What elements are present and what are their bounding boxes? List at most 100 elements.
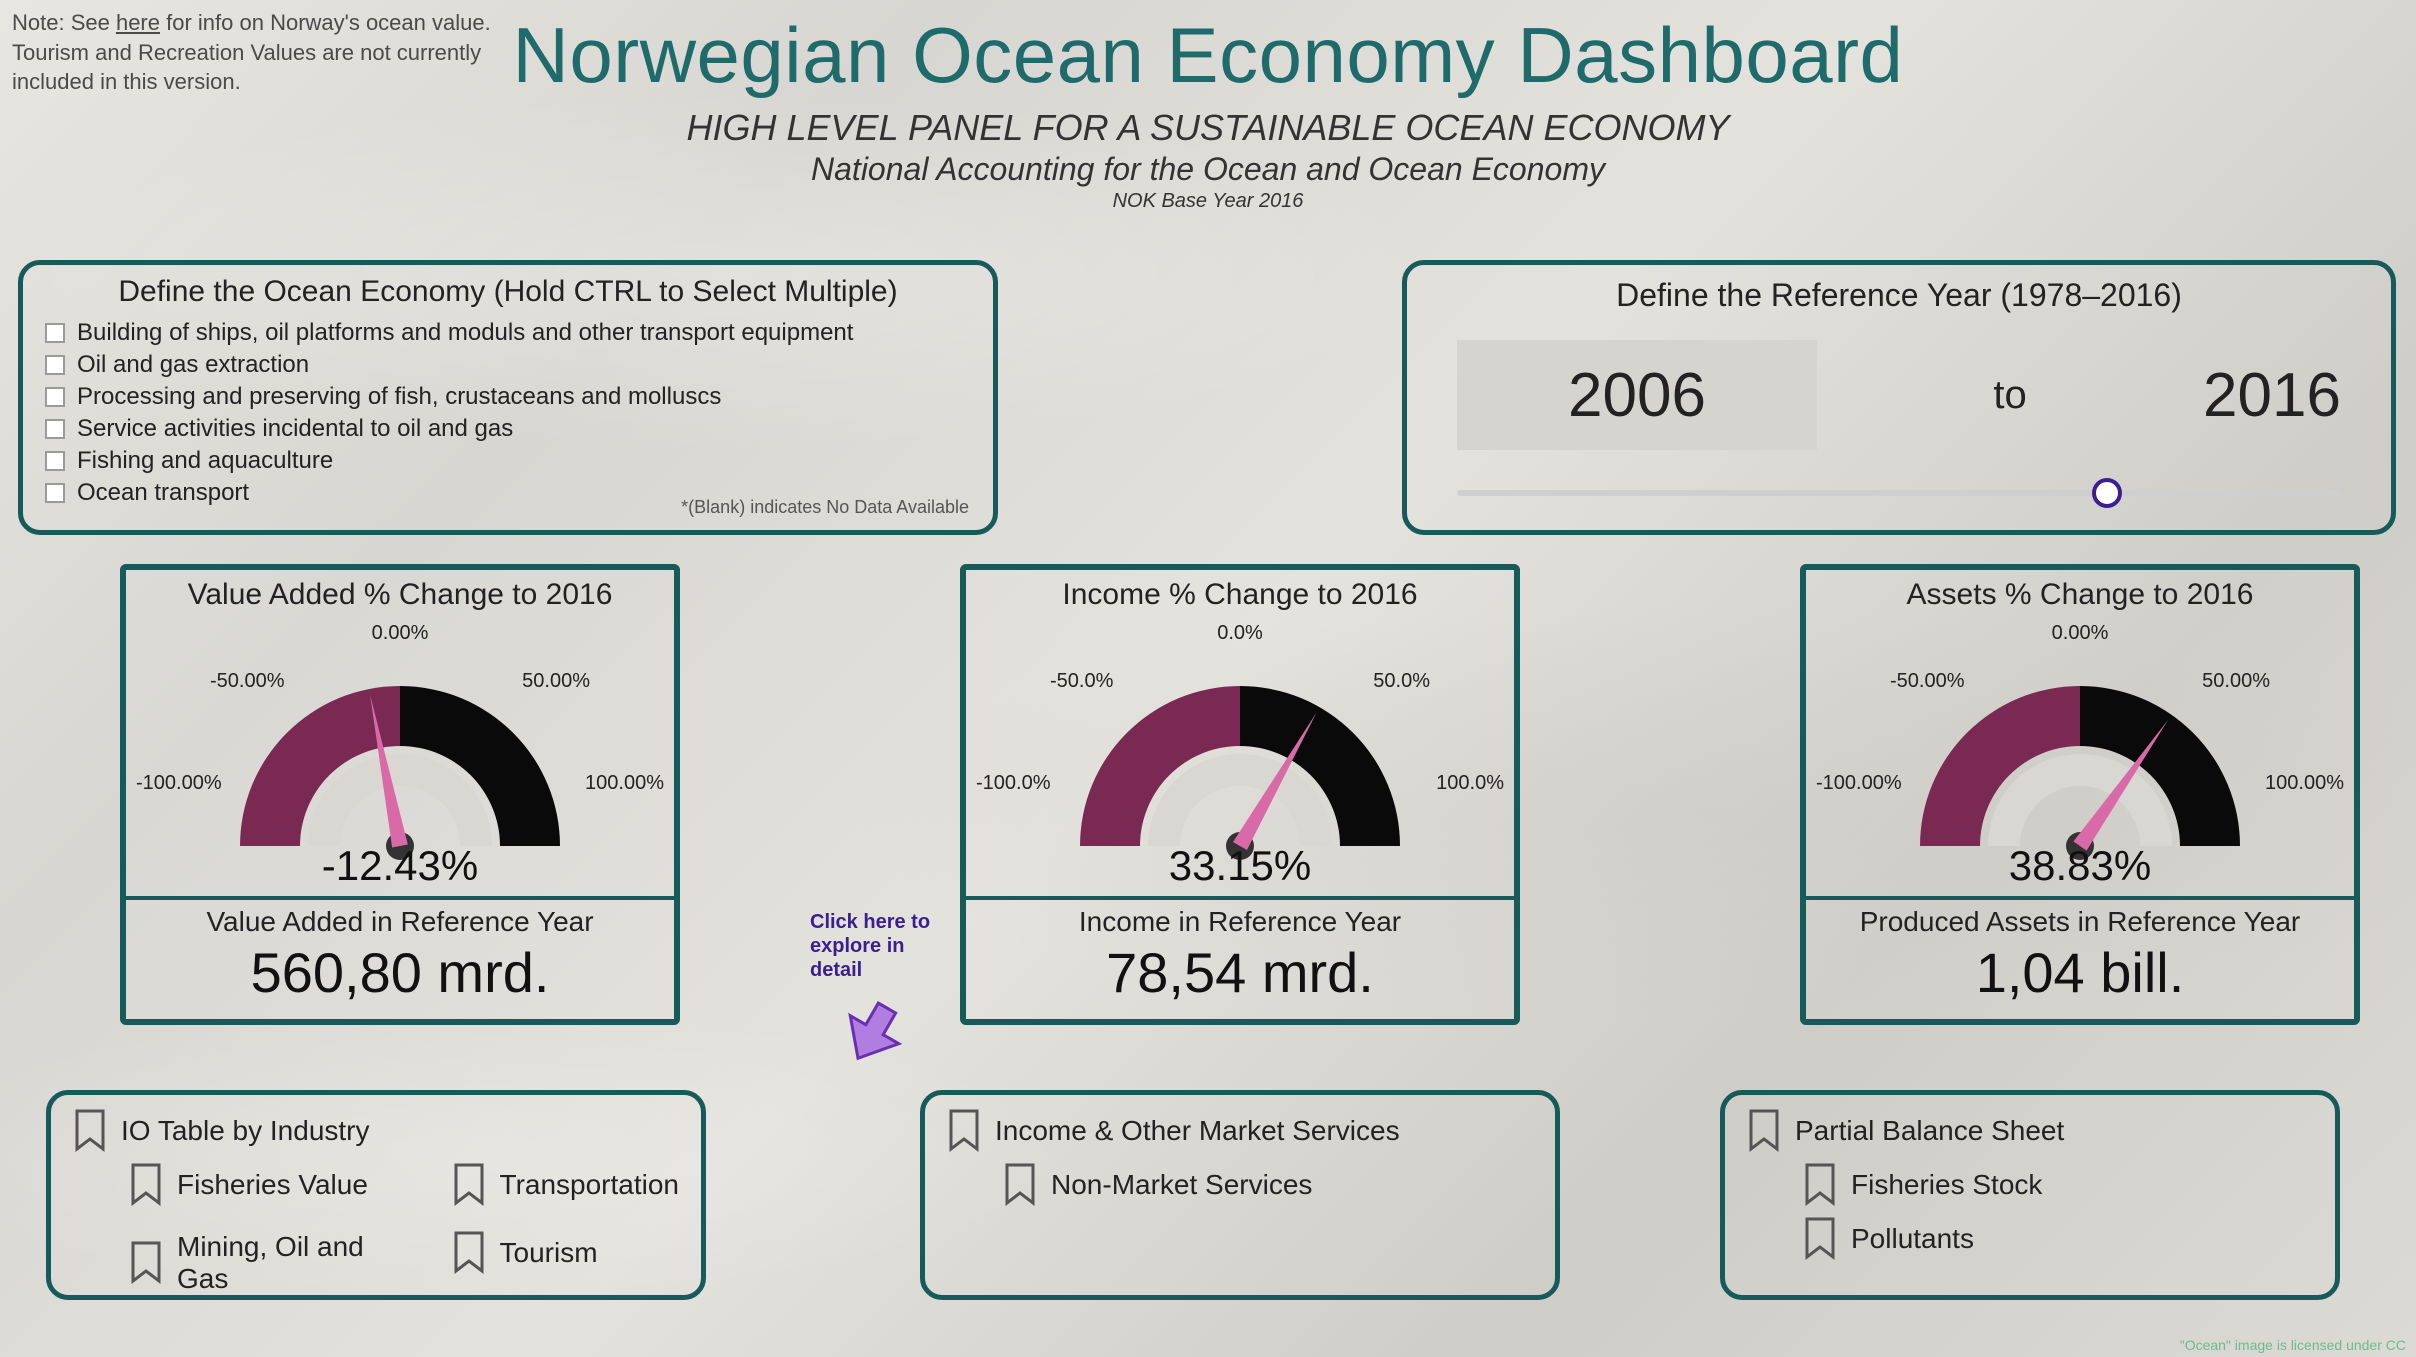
economy-option[interactable]: Building of ships, oil platforms and mod… <box>45 317 971 349</box>
option-label: Ocean transport <box>77 479 249 507</box>
option-label: Oil and gas extraction <box>77 351 309 379</box>
slider-track <box>1457 490 2341 496</box>
ref-label: Value Added in Reference Year <box>126 900 674 940</box>
explore-l3: detail <box>810 959 862 981</box>
bookmark-header[interactable]: IO Table by Industry <box>73 1109 679 1153</box>
year-to-label: to <box>1993 373 2026 418</box>
bookmark-label: Income & Other Market Services <box>995 1115 1400 1147</box>
option-label: Service activities incidental to oil and… <box>77 415 513 443</box>
checkbox-icon <box>45 419 65 439</box>
arrow-down-icon[interactable] <box>832 994 912 1074</box>
checkbox-icon <box>45 387 65 407</box>
page-title: Norwegian Ocean Economy Dashboard <box>0 10 2416 101</box>
bookmark-item[interactable]: Fisheries Stock <box>1803 1163 2313 1207</box>
checkbox-icon <box>45 323 65 343</box>
gauge-value: -12.43% <box>126 842 674 890</box>
bookmark-panel-balance: Partial Balance Sheet Fisheries Stock Po… <box>1720 1090 2340 1300</box>
bookmark-icon <box>1747 1109 1781 1153</box>
gauge-title: Income % Change to 2016 <box>966 570 1514 616</box>
define-economy-title: Define the Ocean Economy (Hold CTRL to S… <box>45 275 971 309</box>
ref-label: Produced Assets in Reference Year <box>1806 900 2354 940</box>
bookmark-item-label: Fisheries Stock <box>1851 1169 2042 1201</box>
bookmark-icon <box>73 1109 107 1153</box>
gauge-tick: 0.0% <box>1217 622 1263 645</box>
option-label: Fishing and aquaculture <box>77 447 333 475</box>
gauge-card-value-added: Value Added % Change to 2016 -12.43% -100… <box>120 564 680 1025</box>
gauge-tick: -100.00% <box>136 772 222 795</box>
gauge-tick: 100.0% <box>1436 772 1504 795</box>
gauge-value: 38.83% <box>1806 842 2354 890</box>
bookmark-icon <box>129 1163 163 1207</box>
bookmark-item-label: Pollutants <box>1851 1223 1974 1255</box>
bookmark-item-label: Transportation <box>500 1169 680 1201</box>
bookmark-label: IO Table by Industry <box>121 1115 370 1147</box>
bookmark-header[interactable]: Income & Other Market Services <box>947 1109 1533 1153</box>
bookmark-label: Partial Balance Sheet <box>1795 1115 2064 1147</box>
subtitle-1: HIGH LEVEL PANEL FOR A SUSTAINABLE OCEAN… <box>0 107 2416 149</box>
gauge-tick: 100.00% <box>2265 772 2344 795</box>
explore-callout: Click here to explore in detail <box>810 910 950 1079</box>
year-to-value: 2016 <box>2203 360 2341 431</box>
year-slider[interactable] <box>1447 478 2351 508</box>
bookmark-icon <box>452 1231 486 1275</box>
gauge-tick: 0.00% <box>2052 622 2109 645</box>
ref-value: 78,54 mrd. <box>966 940 1514 1019</box>
bookmark-item[interactable]: Tourism <box>452 1231 680 1275</box>
bookmark-panel-income: Income & Other Market Services Non-Marke… <box>920 1090 1560 1300</box>
checkbox-icon <box>45 483 65 503</box>
gauge-card-income: Income % Change to 2016 33.15% -100.0% -50… <box>960 564 1520 1025</box>
gauge-tick: 50.0% <box>1373 670 1430 693</box>
bookmark-item[interactable]: Mining, Oil and Gas <box>129 1231 412 1295</box>
gauge-tick: -100.00% <box>1816 772 1902 795</box>
bookmark-icon <box>1003 1163 1037 1207</box>
gauge-tick: 50.00% <box>2202 670 2270 693</box>
base-year: NOK Base Year 2016 <box>0 190 2416 213</box>
bookmark-icon <box>947 1109 981 1153</box>
gauge-tick: -50.0% <box>1050 670 1113 693</box>
year-from-input[interactable]: 2006 <box>1457 340 1817 450</box>
define-economy-panel: Define the Ocean Economy (Hold CTRL to S… <box>18 260 998 535</box>
subtitle-2: National Accounting for the Ocean and Oc… <box>0 151 2416 188</box>
checkbox-icon <box>45 355 65 375</box>
gauge-tick: 0.00% <box>372 622 429 645</box>
bookmark-header[interactable]: Partial Balance Sheet <box>1747 1109 2313 1153</box>
ref-label: Income in Reference Year <box>966 900 1514 940</box>
economy-option[interactable]: Processing and preserving of fish, crust… <box>45 381 971 413</box>
economy-option[interactable]: Service activities incidental to oil and… <box>45 413 971 445</box>
year-from-value: 2006 <box>1568 360 1706 431</box>
gauge-tick: -50.00% <box>210 670 285 693</box>
define-year-title: Define the Reference Year (1978–2016) <box>1447 277 2351 314</box>
bookmark-item-label: Mining, Oil and Gas <box>177 1231 412 1295</box>
bookmark-item-label: Tourism <box>500 1237 598 1269</box>
slider-thumb[interactable] <box>2092 478 2122 508</box>
gauge-title: Assets % Change to 2016 <box>1806 570 2354 616</box>
bookmark-icon <box>452 1163 486 1207</box>
gauge-card-assets: Assets % Change to 2016 38.83% -100.00% -5… <box>1800 564 2360 1025</box>
bookmark-item[interactable]: Transportation <box>452 1163 680 1207</box>
gauge-tick: 100.00% <box>585 772 664 795</box>
option-label: Processing and preserving of fish, crust… <box>77 383 721 411</box>
bookmark-icon <box>1803 1217 1837 1261</box>
explore-l1: Click here to <box>810 911 930 933</box>
bookmark-icon <box>1803 1163 1837 1207</box>
blank-note: *(Blank) indicates No Data Available <box>681 497 969 518</box>
bookmark-item-label: Fisheries Value <box>177 1169 368 1201</box>
bookmark-icon <box>129 1241 163 1285</box>
bookmark-item[interactable]: Pollutants <box>1803 1217 2313 1261</box>
explore-l2: explore in <box>810 935 904 957</box>
ref-value: 560,80 mrd. <box>126 940 674 1019</box>
gauge-title: Value Added % Change to 2016 <box>126 570 674 616</box>
checkbox-icon <box>45 451 65 471</box>
economy-option[interactable]: Fishing and aquaculture <box>45 445 971 477</box>
footer-credit: "Ocean" image is licensed under CC <box>2180 1337 2406 1353</box>
gauge-value: 33.15% <box>966 842 1514 890</box>
bookmark-item[interactable]: Non-Market Services <box>1003 1163 1533 1207</box>
bookmark-item[interactable]: Fisheries Value <box>129 1163 412 1207</box>
bookmark-item-label: Non-Market Services <box>1051 1169 1312 1201</box>
title-block: Norwegian Ocean Economy Dashboard HIGH L… <box>0 10 2416 213</box>
gauge-tick: -100.0% <box>976 772 1051 795</box>
ref-value: 1,04 bill. <box>1806 940 2354 1019</box>
economy-option[interactable]: Oil and gas extraction <box>45 349 971 381</box>
gauge-tick: -50.00% <box>1890 670 1965 693</box>
define-year-panel: Define the Reference Year (1978–2016) 20… <box>1402 260 2396 535</box>
